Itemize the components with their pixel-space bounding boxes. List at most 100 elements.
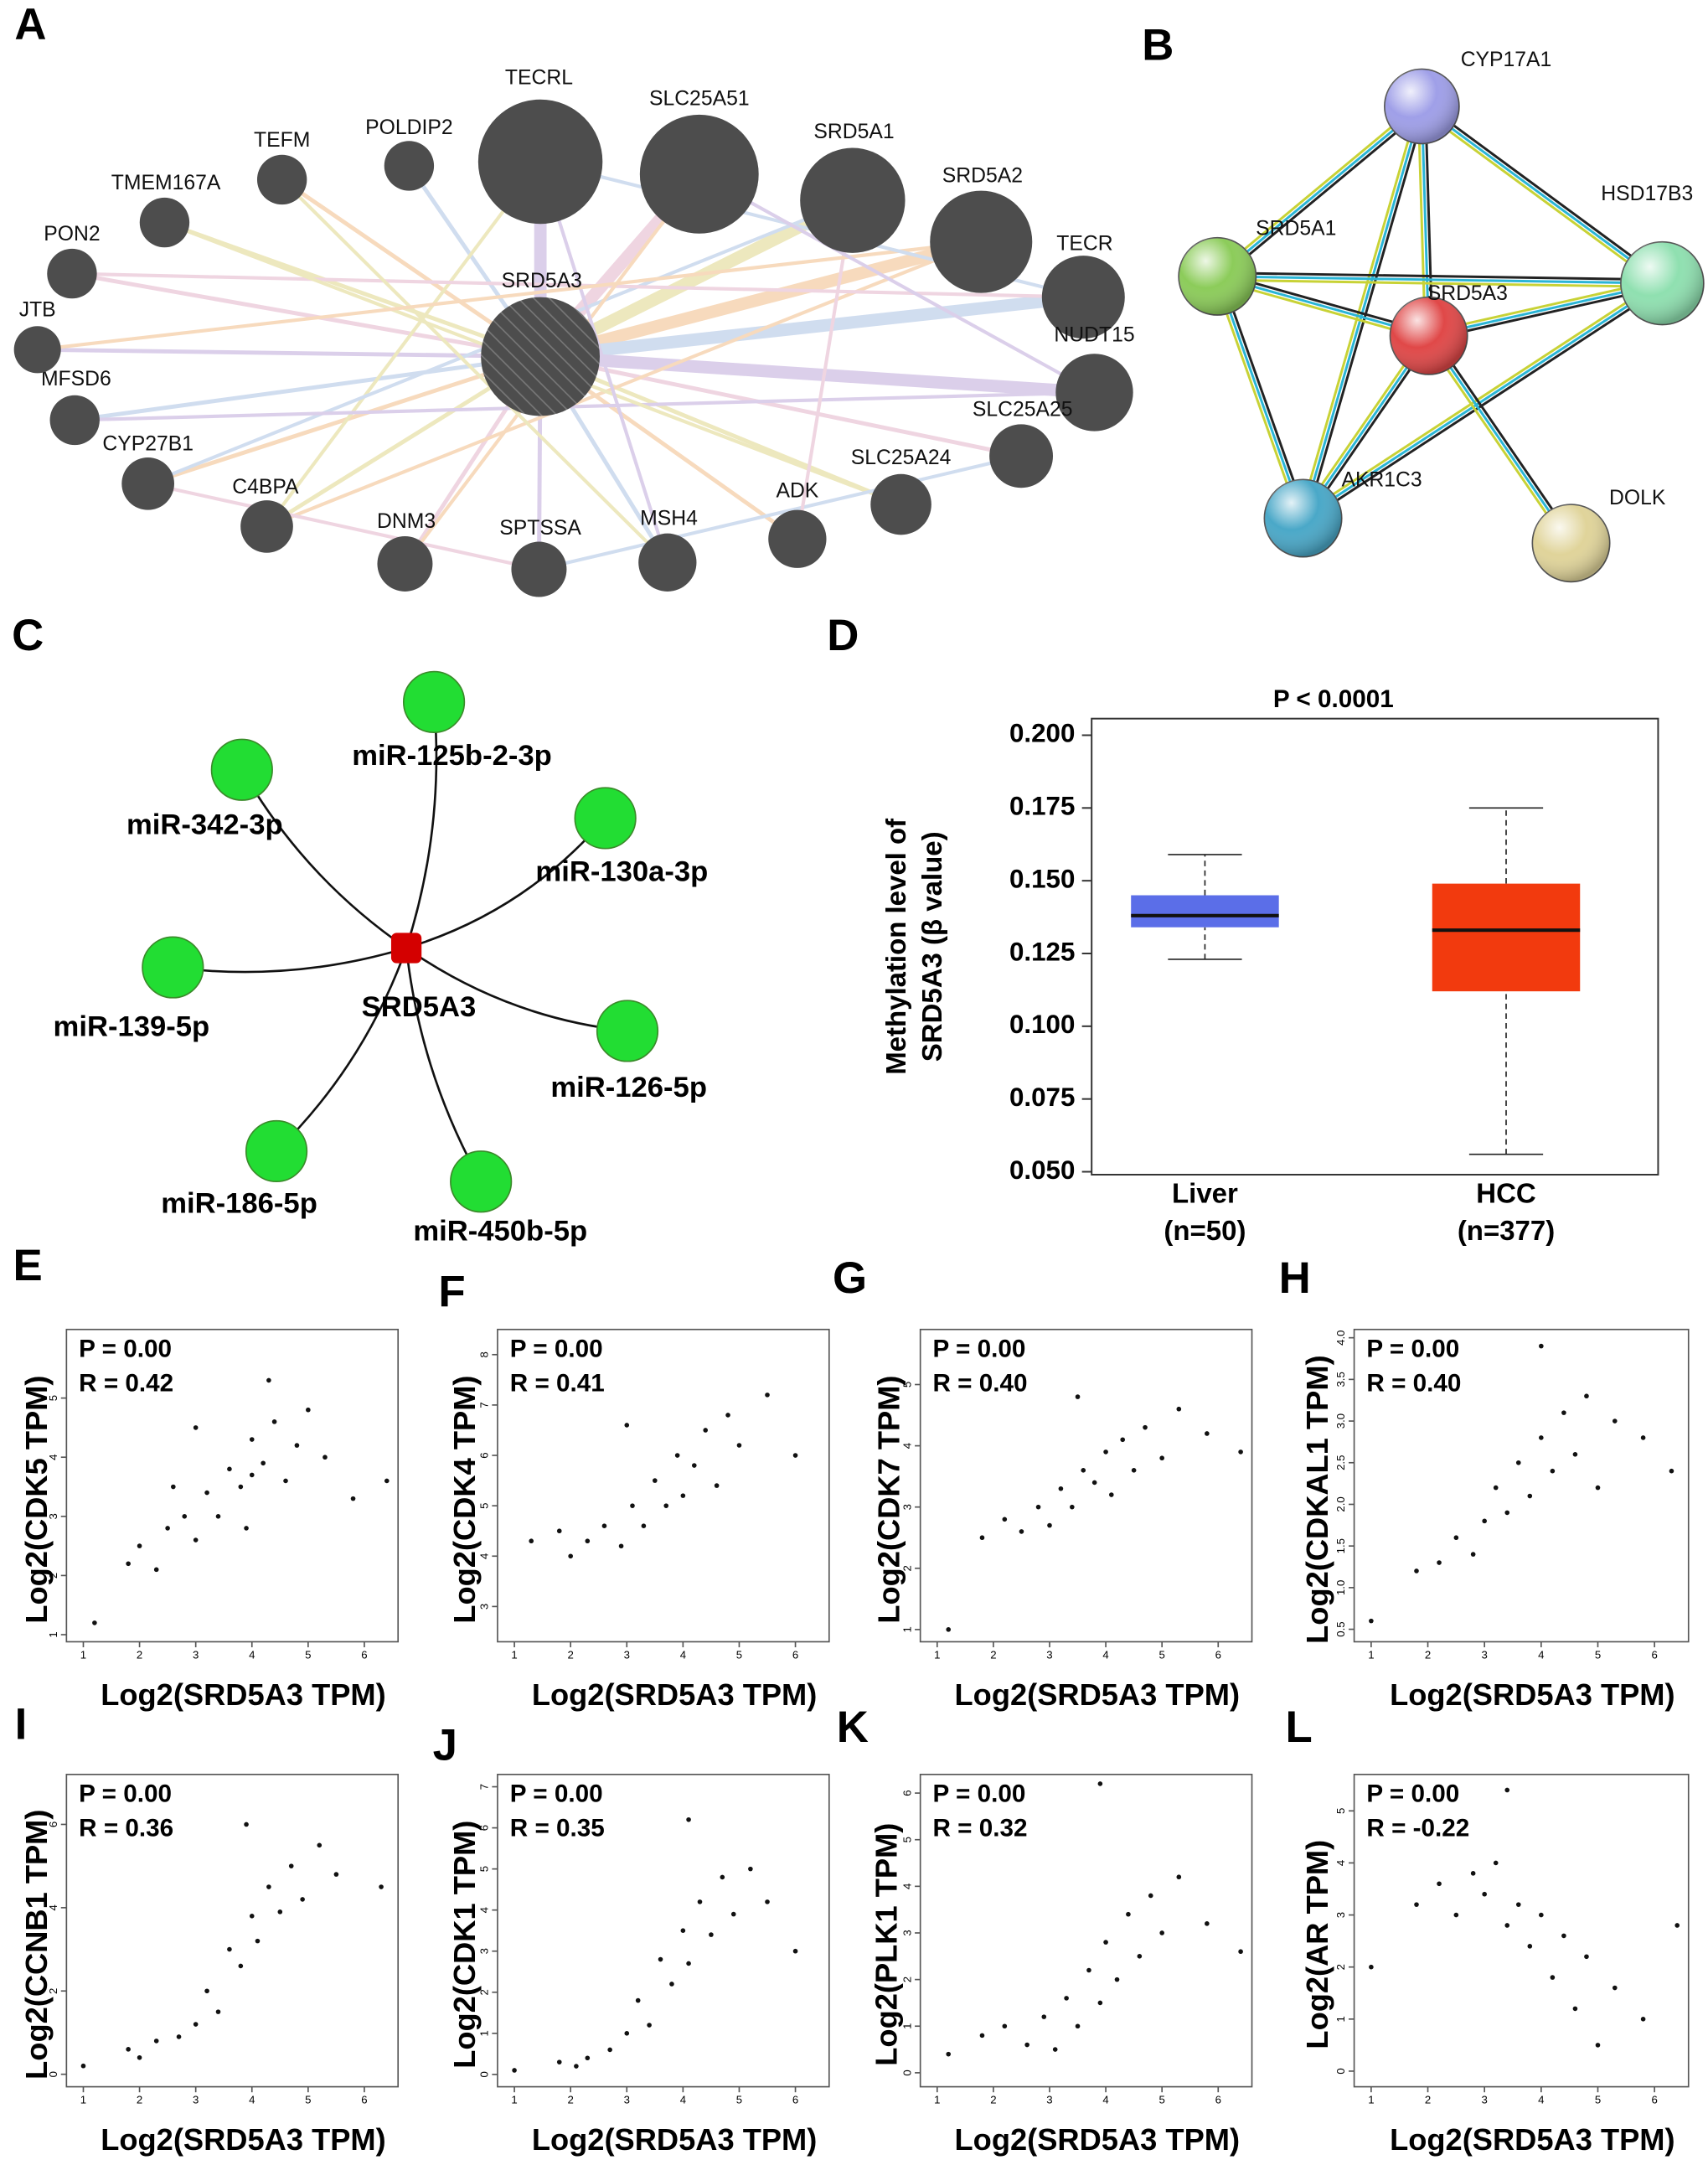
point <box>283 1478 288 1484</box>
point <box>1470 1552 1476 1557</box>
y-tick-label: 5 <box>900 1382 913 1387</box>
point <box>680 1928 686 1934</box>
x-tick-label: 5 <box>1159 1648 1165 1661</box>
x-tick-label: 3 <box>1046 2094 1052 2106</box>
point <box>1572 1452 1578 1457</box>
point <box>1550 1975 1556 1980</box>
point <box>686 1816 691 1822</box>
point <box>277 1909 283 1915</box>
y-tick-label: 2 <box>900 1977 913 1982</box>
node-label: C4BPA <box>232 476 299 499</box>
x-tick-label: 4 <box>680 2094 686 2106</box>
point <box>765 1899 770 1904</box>
point <box>261 1460 266 1466</box>
point <box>1238 1449 1243 1455</box>
x-tick-label: 3 <box>1482 2094 1488 2106</box>
node <box>930 190 1033 293</box>
y-tick-label: 2 <box>47 1573 59 1579</box>
y-tick-label: 1 <box>47 1631 59 1637</box>
node-label: JTB <box>19 299 56 322</box>
node-label: NUDT15 <box>1054 323 1134 346</box>
point <box>529 1538 534 1544</box>
edge <box>1214 102 1421 275</box>
y-tick-label: 0.075 <box>1009 1083 1075 1112</box>
node-label: SPTSSA <box>499 517 581 540</box>
node-label: SLC25A25 <box>973 398 1073 421</box>
x-tick-label: 6 <box>1651 2094 1657 2106</box>
annotation: P = 0.00 <box>933 1335 1026 1362</box>
edge <box>1216 105 1423 278</box>
point <box>288 1863 294 1868</box>
x-tick-label: 3 <box>624 2094 630 2106</box>
edge <box>276 948 408 1152</box>
point <box>238 1484 244 1490</box>
edge <box>1423 102 1665 282</box>
point <box>1148 1893 1153 1899</box>
x-tick-label: 2 <box>568 1648 574 1661</box>
point <box>238 1963 244 1969</box>
y-axis-label: SRD5A3 (β value) <box>916 831 947 1062</box>
node-label: HSD17B3 <box>1601 183 1693 205</box>
point <box>1493 1485 1499 1491</box>
node-label: miR-450b-5p <box>413 1215 587 1247</box>
y-tick-label: 0.150 <box>1009 864 1075 893</box>
annotation: P = 0.00 <box>510 1335 603 1362</box>
panel-label: G <box>833 1253 867 1303</box>
edge <box>147 482 539 571</box>
point <box>792 1948 798 1954</box>
node <box>639 114 759 234</box>
y-tick-label: 6 <box>900 1790 913 1796</box>
node-label: SLC25A51 <box>649 87 750 110</box>
x-tick-label: 1 <box>80 1648 86 1661</box>
point <box>1108 1492 1114 1497</box>
panel-label: F <box>438 1267 465 1316</box>
node <box>800 147 906 253</box>
edge <box>1418 108 1661 287</box>
x-tick-label: 2 <box>990 1648 996 1661</box>
x-tick-label: 4 <box>249 2094 255 2106</box>
point <box>306 1407 311 1413</box>
y-tick-label: 3 <box>900 1504 913 1510</box>
point <box>1595 2043 1601 2048</box>
x-axis-label: Log2(SRD5A3 TPM) <box>101 2122 386 2157</box>
panel-label: J <box>433 1720 457 1770</box>
point <box>126 2047 131 2052</box>
edge <box>265 160 542 528</box>
point <box>204 1490 209 1496</box>
y-tick-label: 5 <box>478 1502 491 1508</box>
point <box>512 2068 517 2073</box>
edge <box>1421 105 1664 285</box>
edge <box>281 178 669 564</box>
point <box>691 1463 697 1468</box>
node-label: MSH4 <box>640 508 698 530</box>
point <box>193 1537 199 1542</box>
edge <box>539 161 669 563</box>
x-tick-label: 4 <box>680 1648 686 1661</box>
point <box>709 1932 714 1937</box>
annotation: R = 0.40 <box>933 1370 1028 1398</box>
y-tick-label: 3 <box>47 1513 59 1519</box>
edge <box>1217 278 1663 288</box>
edge <box>1302 282 1664 519</box>
y-tick-label: 1 <box>478 2030 491 2036</box>
y-tick-label: 4 <box>1334 1860 1347 1866</box>
y-tick-label: 0 <box>47 2071 59 2077</box>
node <box>139 197 190 248</box>
node-label: DOLK <box>1609 487 1666 509</box>
point <box>176 2034 182 2039</box>
node-label: TMEM167A <box>111 172 221 194</box>
x-tick-label: 5 <box>305 1648 311 1661</box>
point <box>1002 2023 1008 2029</box>
point <box>669 1982 674 1987</box>
y-axis-label: Log2(AR TPM) <box>1300 1840 1334 2049</box>
point <box>1024 2042 1029 2048</box>
x-tick-label: 1 <box>511 1648 517 1661</box>
x-tick-label: 5 <box>1595 2094 1601 2106</box>
x-tick-label: 6 <box>1651 1648 1657 1661</box>
node <box>377 535 433 592</box>
x-axis-label: Log2(SRD5A3 TPM) <box>1390 1677 1675 1712</box>
point <box>1103 1940 1108 1945</box>
edge <box>1430 333 1576 542</box>
x-tick-label: 3 <box>1046 1648 1052 1661</box>
annotation: P = 0.00 <box>933 1780 1026 1807</box>
